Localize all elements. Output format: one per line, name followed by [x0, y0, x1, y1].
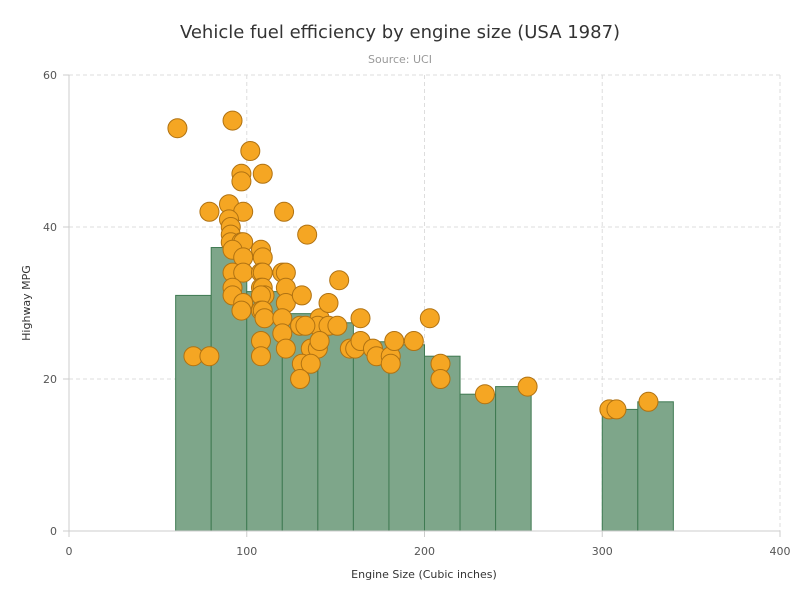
scatter-point — [231, 171, 252, 192]
scatter-point — [252, 163, 273, 184]
scatter-point — [327, 315, 348, 336]
scatter-point — [419, 308, 440, 329]
chart-title: Vehicle fuel efficiency by engine size (… — [180, 22, 620, 43]
scatter-point — [295, 315, 316, 336]
scatter-point — [231, 300, 252, 321]
histogram-bar — [175, 294, 212, 532]
scatter-point — [167, 118, 188, 139]
scatter-point — [250, 346, 271, 367]
scatter-point — [291, 285, 312, 306]
y-tick-label: 0 — [50, 525, 57, 538]
x-tick-label: 400 — [770, 545, 791, 558]
scatter-point — [403, 331, 424, 351]
scatter-point — [318, 293, 339, 313]
histogram-bar — [352, 341, 390, 532]
scatter-point — [606, 399, 627, 420]
histogram-bar — [495, 386, 532, 532]
histogram-bar — [388, 344, 426, 532]
scatter-point — [474, 384, 495, 405]
histogram-bar — [601, 408, 639, 532]
x-axis-label: Engine Size (Cubic inches) — [351, 568, 497, 581]
scatter-point — [275, 338, 296, 359]
axes: 0 20 40 60 0 100 200 300 400 — [43, 69, 791, 558]
histogram-bars — [175, 247, 674, 532]
scatter-point — [254, 308, 275, 329]
scatter-point — [199, 346, 220, 367]
scatter-point — [274, 201, 295, 222]
scatter-point — [199, 201, 220, 222]
scatter-point — [329, 270, 350, 291]
scatter-point — [297, 224, 318, 245]
scatter-point — [240, 141, 261, 161]
scatter-point — [300, 353, 321, 374]
histogram-bar — [459, 393, 497, 532]
scatter-point — [517, 376, 538, 397]
scatter-point — [638, 391, 659, 412]
x-tick-label: 200 — [414, 545, 435, 558]
chart-subtitle: Source: UCI — [368, 53, 432, 66]
y-tick-label: 60 — [43, 69, 57, 82]
scatter-point — [222, 110, 243, 131]
scatter-point — [384, 331, 405, 351]
y-axis-label: Highway MPG — [20, 265, 33, 341]
x-tick-label: 100 — [236, 545, 257, 558]
scatter-point — [290, 369, 311, 389]
scatter-point — [430, 369, 451, 389]
scatter-point — [309, 331, 330, 351]
y-tick-label: 20 — [43, 373, 57, 386]
scatter-point — [350, 308, 371, 329]
scatter-point — [380, 353, 401, 374]
x-tick-label: 300 — [592, 545, 613, 558]
y-tick-label: 40 — [43, 221, 57, 234]
histogram-bar — [637, 401, 674, 532]
scatter-points — [167, 110, 659, 420]
x-tick-label: 0 — [66, 545, 73, 558]
